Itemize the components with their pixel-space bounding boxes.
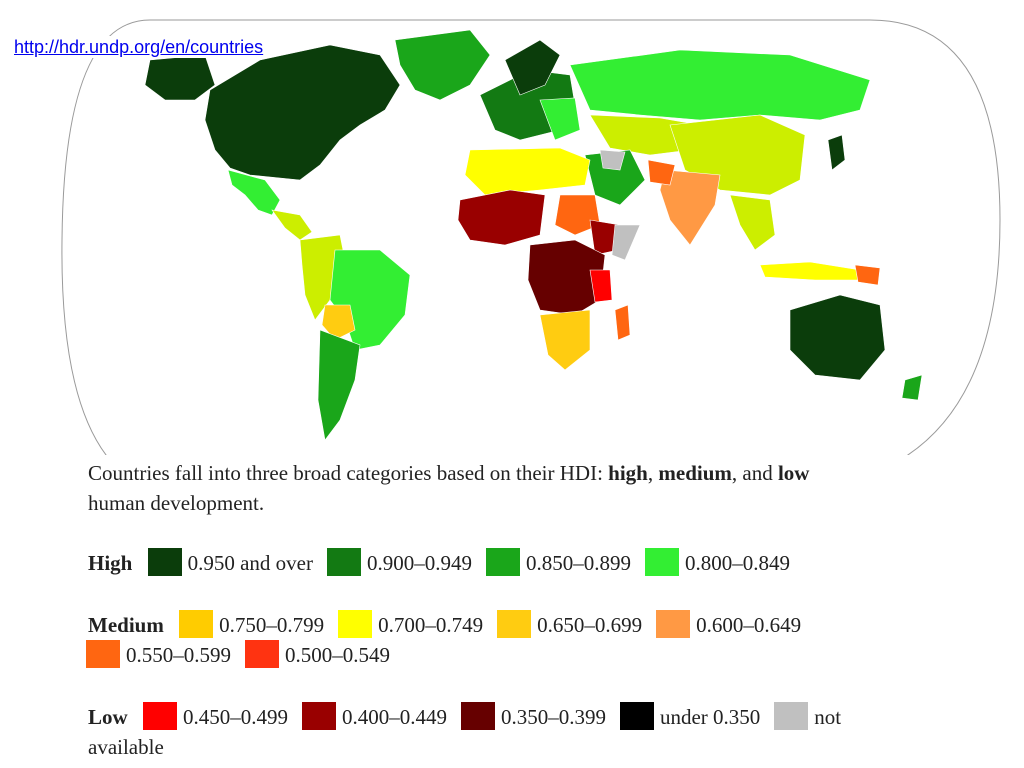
- legend-swatch: [301, 702, 336, 730]
- region-se-asia: [729, 194, 776, 251]
- legend-label: 0.350–0.399: [500, 705, 606, 729]
- region-southern-africa: [539, 309, 591, 371]
- legend-swatch: [245, 640, 279, 668]
- region-bolivia: [321, 304, 356, 341]
- legend-label: not: [814, 705, 842, 729]
- legend-row-high: High 0.950 and over 0.900–0.949 0.850–0.89…: [88, 548, 800, 578]
- region-middle-east: [584, 149, 646, 206]
- region-central-africa: [527, 239, 606, 316]
- legend-row-low: Low 0.450–0.499 0.400–0.449 0.350–0.399 und…: [88, 702, 851, 732]
- legend-label: 0.950 and over: [187, 551, 313, 575]
- region-madagascar: [614, 304, 631, 341]
- region-eastern-europe: [539, 97, 581, 141]
- legend-label: 0.850–0.899: [526, 551, 631, 575]
- caption-medium: medium: [658, 461, 732, 485]
- region-colombia-peru: [299, 234, 346, 321]
- legend-label: 0.650–0.699: [537, 613, 643, 637]
- legend-label: 0.700–0.749: [378, 613, 484, 637]
- region-sudan: [554, 194, 601, 236]
- legend-label-wrap: available: [88, 735, 164, 759]
- region-pakistan: [647, 159, 676, 186]
- legend-swatch: [142, 702, 177, 730]
- region-russia: [569, 49, 871, 121]
- legend-swatch: [327, 548, 361, 576]
- legend-swatch: [497, 610, 532, 638]
- legend-swatch: [460, 702, 495, 730]
- caption-low: low: [777, 461, 810, 485]
- legend-swatch: [86, 640, 120, 668]
- legend-swatch: [774, 702, 809, 730]
- legend-swatch: [338, 610, 373, 638]
- legend-label: 0.900–0.949: [367, 551, 472, 575]
- region-new-zealand: [901, 374, 923, 401]
- legend-label: 0.400–0.449: [341, 705, 447, 729]
- legend-label: 0.500–0.549: [285, 643, 390, 667]
- caption-text: Countries fall into three broad categori…: [88, 461, 609, 485]
- region-india: [659, 169, 721, 246]
- legend-category-low: Low: [88, 705, 128, 729]
- caption-sep: , and: [731, 461, 778, 485]
- legend-swatch: [619, 702, 654, 730]
- region-greenland: [394, 29, 491, 101]
- region-mexico: [227, 169, 281, 216]
- legend-swatch: [645, 548, 679, 576]
- legend-label: 0.750–0.799: [219, 613, 325, 637]
- caption-high: high: [608, 461, 648, 485]
- legend-swatch: [147, 548, 182, 576]
- legend-label: 0.450–0.499: [182, 705, 288, 729]
- region-north-africa: [464, 147, 591, 196]
- source-url-link[interactable]: http://hdr.undp.org/en/countries: [12, 36, 266, 58]
- legend-label: under 0.350: [659, 705, 761, 729]
- caption-sep: ,: [647, 461, 659, 485]
- legend-label: 0.600–0.649: [696, 613, 802, 637]
- legend-caption: Countries fall into three broad categori…: [88, 458, 968, 518]
- legend-row-medium: Medium 0.750–0.799 0.700–0.749 0.650–0.699…: [88, 610, 811, 640]
- legend-swatch: [486, 548, 520, 576]
- legend-swatch: [656, 610, 691, 638]
- region-east-africa: [589, 269, 613, 303]
- region-canada-usa: [204, 44, 401, 181]
- region-iran-afghan: [599, 149, 626, 171]
- legend-category-medium: Medium: [88, 613, 164, 637]
- region-japan: [827, 134, 846, 171]
- region-argentina-chile: [317, 329, 361, 441]
- region-scandinavia: [504, 39, 561, 96]
- legend-label: 0.800–0.849: [685, 551, 790, 575]
- region-png: [854, 264, 881, 286]
- caption-text: human development.: [88, 491, 265, 515]
- region-central-america: [271, 209, 313, 241]
- region-west-africa: [457, 189, 546, 246]
- legend-label: 0.550–0.599: [126, 643, 231, 667]
- legend-swatch: [179, 610, 214, 638]
- legend-row-medium-cont: 0.550–0.599 0.500–0.549: [82, 640, 400, 670]
- region-alaska: [144, 54, 216, 101]
- region-australia: [789, 294, 886, 381]
- hdi-world-map: [61, 19, 1001, 455]
- region-somalia: [611, 224, 641, 261]
- legend-category-high: High: [88, 551, 133, 575]
